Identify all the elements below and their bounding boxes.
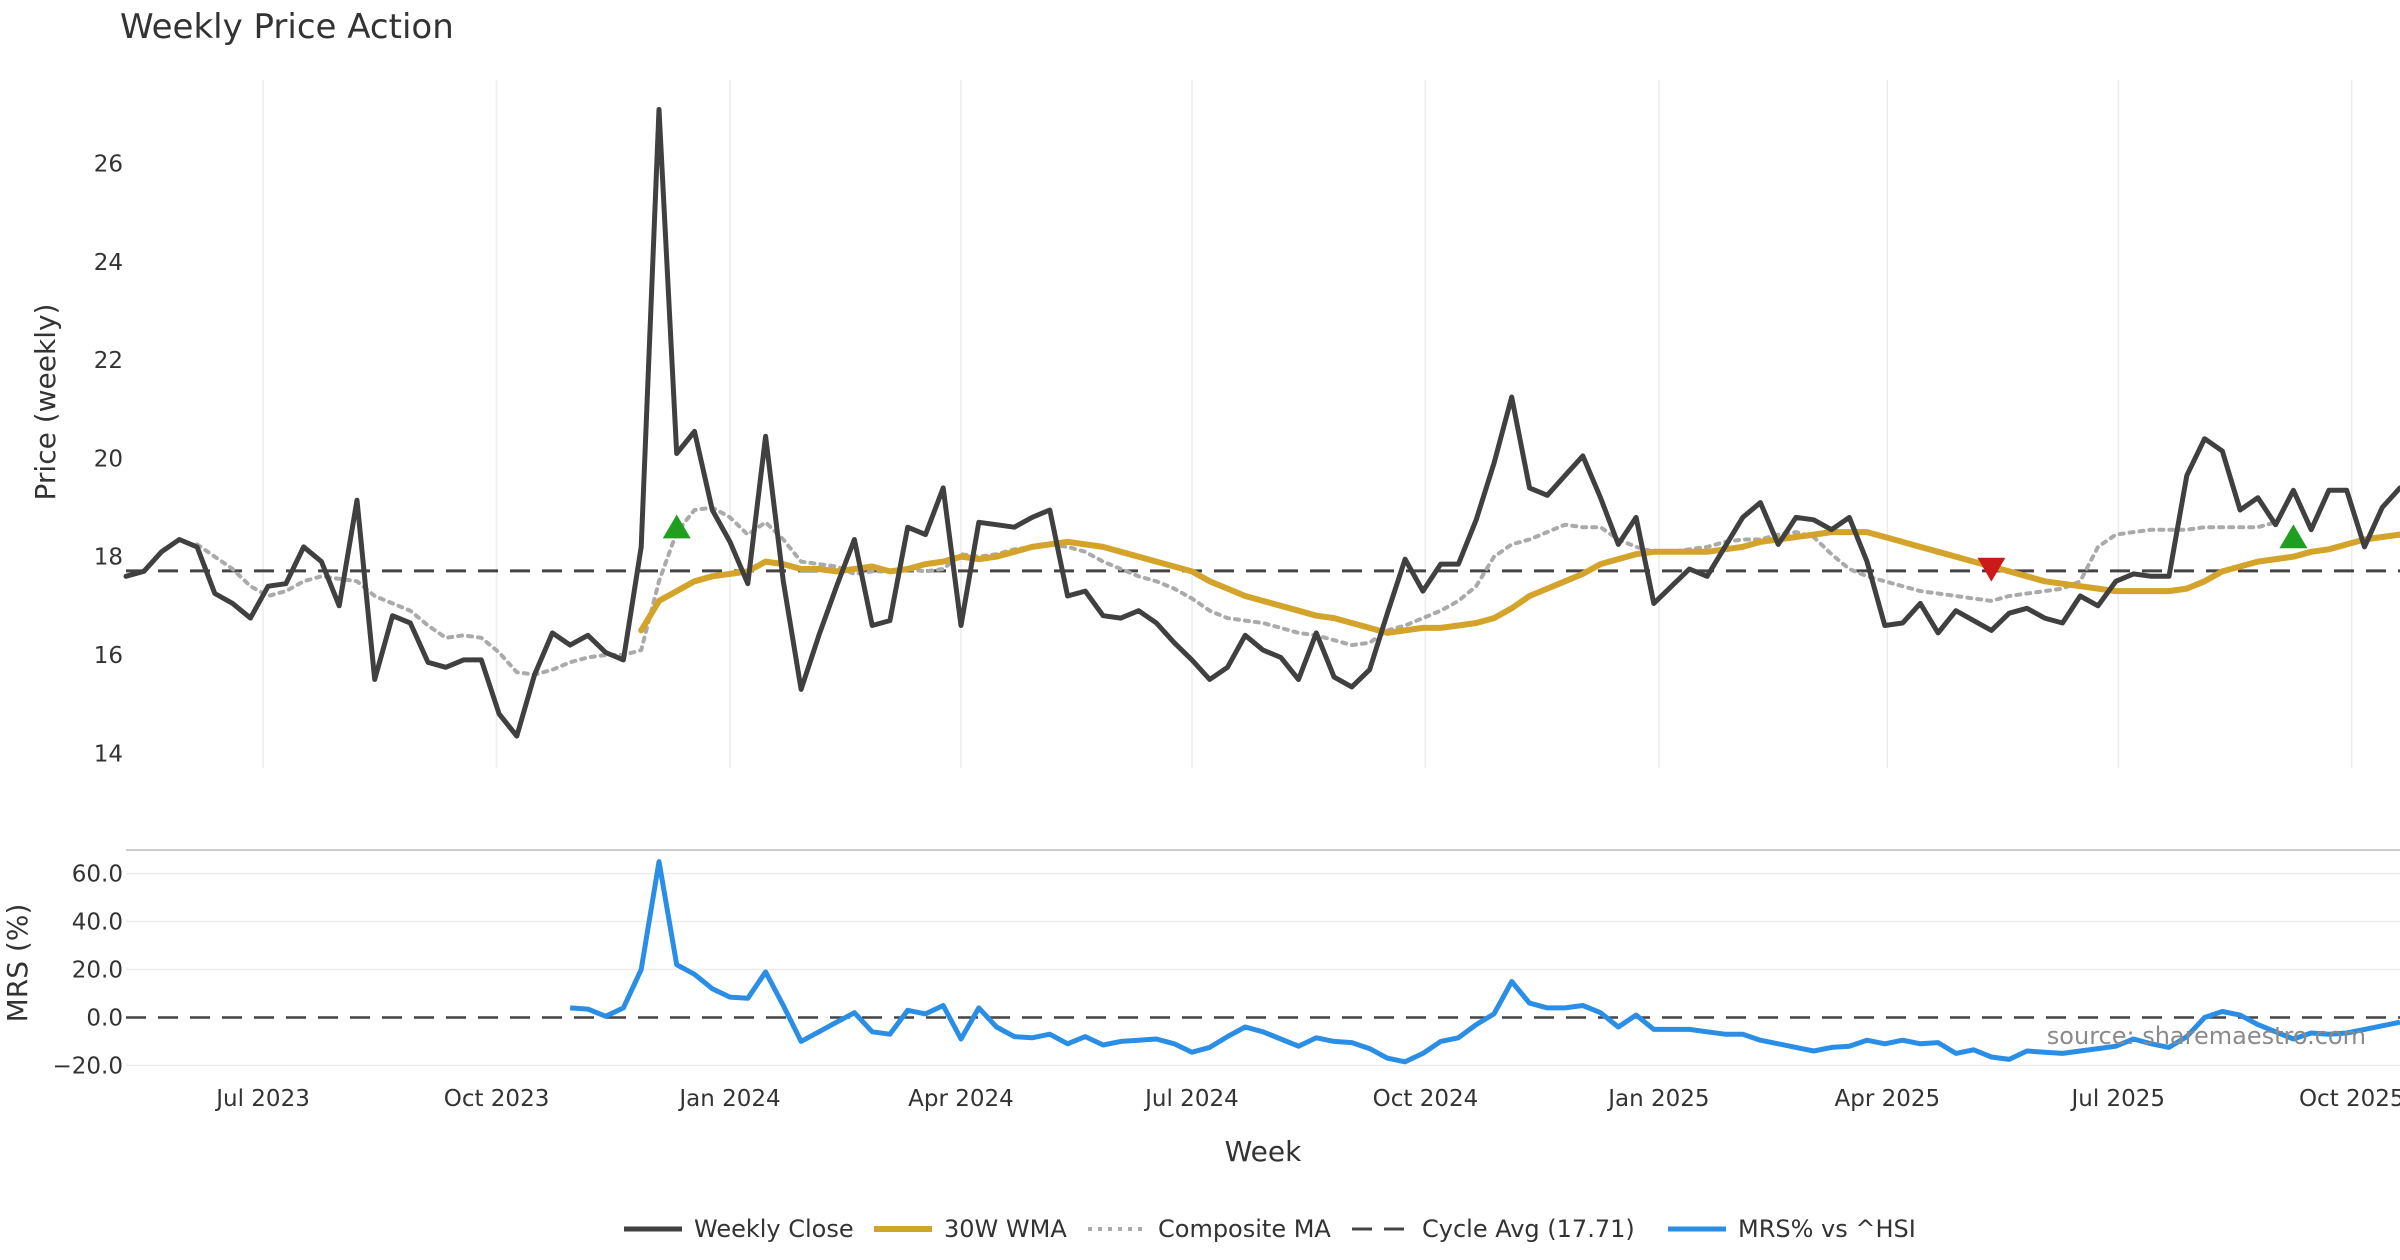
price-y-tick-label: 24 xyxy=(94,250,123,276)
price-y-tick-label: 16 xyxy=(94,643,123,669)
price-y-tick-label: 20 xyxy=(94,446,123,472)
bottom-grid xyxy=(126,849,2400,1067)
price-y-tick-label: 26 xyxy=(94,152,123,178)
price-series-group xyxy=(123,107,2400,739)
price-y-tick-label: 18 xyxy=(94,545,123,571)
legend-label-cycle-avg: Cycle Avg (17.71) xyxy=(1422,1215,1635,1243)
price-y-ticks: 14 16 18 20 22 24 26 xyxy=(94,152,123,768)
legend-label-composite-ma: Composite MA xyxy=(1158,1215,1331,1243)
legend-label-mrs: MRS% vs ^HSI xyxy=(1738,1215,1916,1243)
x-tick-label: Jan 2025 xyxy=(1606,1086,1709,1112)
mrs-y-tick-label: 20.0 xyxy=(72,957,123,983)
chart-title: Weekly Price Action xyxy=(120,7,454,47)
x-tick-label: Jul 2025 xyxy=(2069,1086,2165,1112)
legend: Weekly Close 30W WMA Composite MA Cycle … xyxy=(624,1215,1916,1243)
buy-signal-marker xyxy=(2279,524,2308,549)
x-tick-label: Oct 2024 xyxy=(1373,1086,1479,1112)
x-axis-label: Week xyxy=(1225,1135,1302,1168)
mrs-y-tick-label: −20.0 xyxy=(53,1053,123,1079)
price-y-tick-label: 14 xyxy=(94,741,123,767)
price-y-tick-label: 22 xyxy=(94,348,123,374)
buy-signal-marker xyxy=(662,514,691,539)
mrs-y-tick-label: 60.0 xyxy=(72,862,123,888)
mrs-series-group xyxy=(569,859,2400,1065)
legend-label-weekly-close: Weekly Close xyxy=(694,1215,854,1243)
mrs-y-tick-label: 40.0 xyxy=(72,910,123,936)
x-tick-label: Apr 2024 xyxy=(908,1086,1014,1112)
mrs-y-axis-label: MRS (%) xyxy=(1,904,34,1023)
top-grid xyxy=(262,80,2353,768)
x-tick-label: Jul 2024 xyxy=(1143,1086,1239,1112)
x-tick-label: Apr 2025 xyxy=(1835,1086,1941,1112)
legend-label-30w-wma: 30W WMA xyxy=(944,1215,1067,1243)
wma-30w-line xyxy=(638,529,2400,636)
mrs-line xyxy=(569,859,2400,1065)
signal-markers-group xyxy=(662,514,2308,582)
x-tick-label: Jan 2024 xyxy=(677,1086,780,1112)
x-axis-ticks: Jul 2023 Oct 2023 Jan 2024 Apr 2024 Jul 2024… xyxy=(214,1086,2400,1112)
x-tick-label: Oct 2023 xyxy=(444,1086,550,1112)
x-tick-label: Oct 2025 xyxy=(2299,1086,2400,1112)
x-tick-label: Jul 2023 xyxy=(214,1086,310,1112)
composite-ma-line xyxy=(195,505,2278,677)
source-note: source: sharemaestro.com xyxy=(2047,1022,2366,1050)
mrs-y-tick-label: 0.0 xyxy=(86,1005,123,1031)
price-y-axis-label: Price (weekly) xyxy=(29,304,62,501)
sell-signal-marker xyxy=(1977,557,2006,582)
weekly-close-line xyxy=(123,107,2400,739)
mrs-y-ticks: −20.0 0.0 20.0 40.0 60.0 xyxy=(53,862,123,1080)
